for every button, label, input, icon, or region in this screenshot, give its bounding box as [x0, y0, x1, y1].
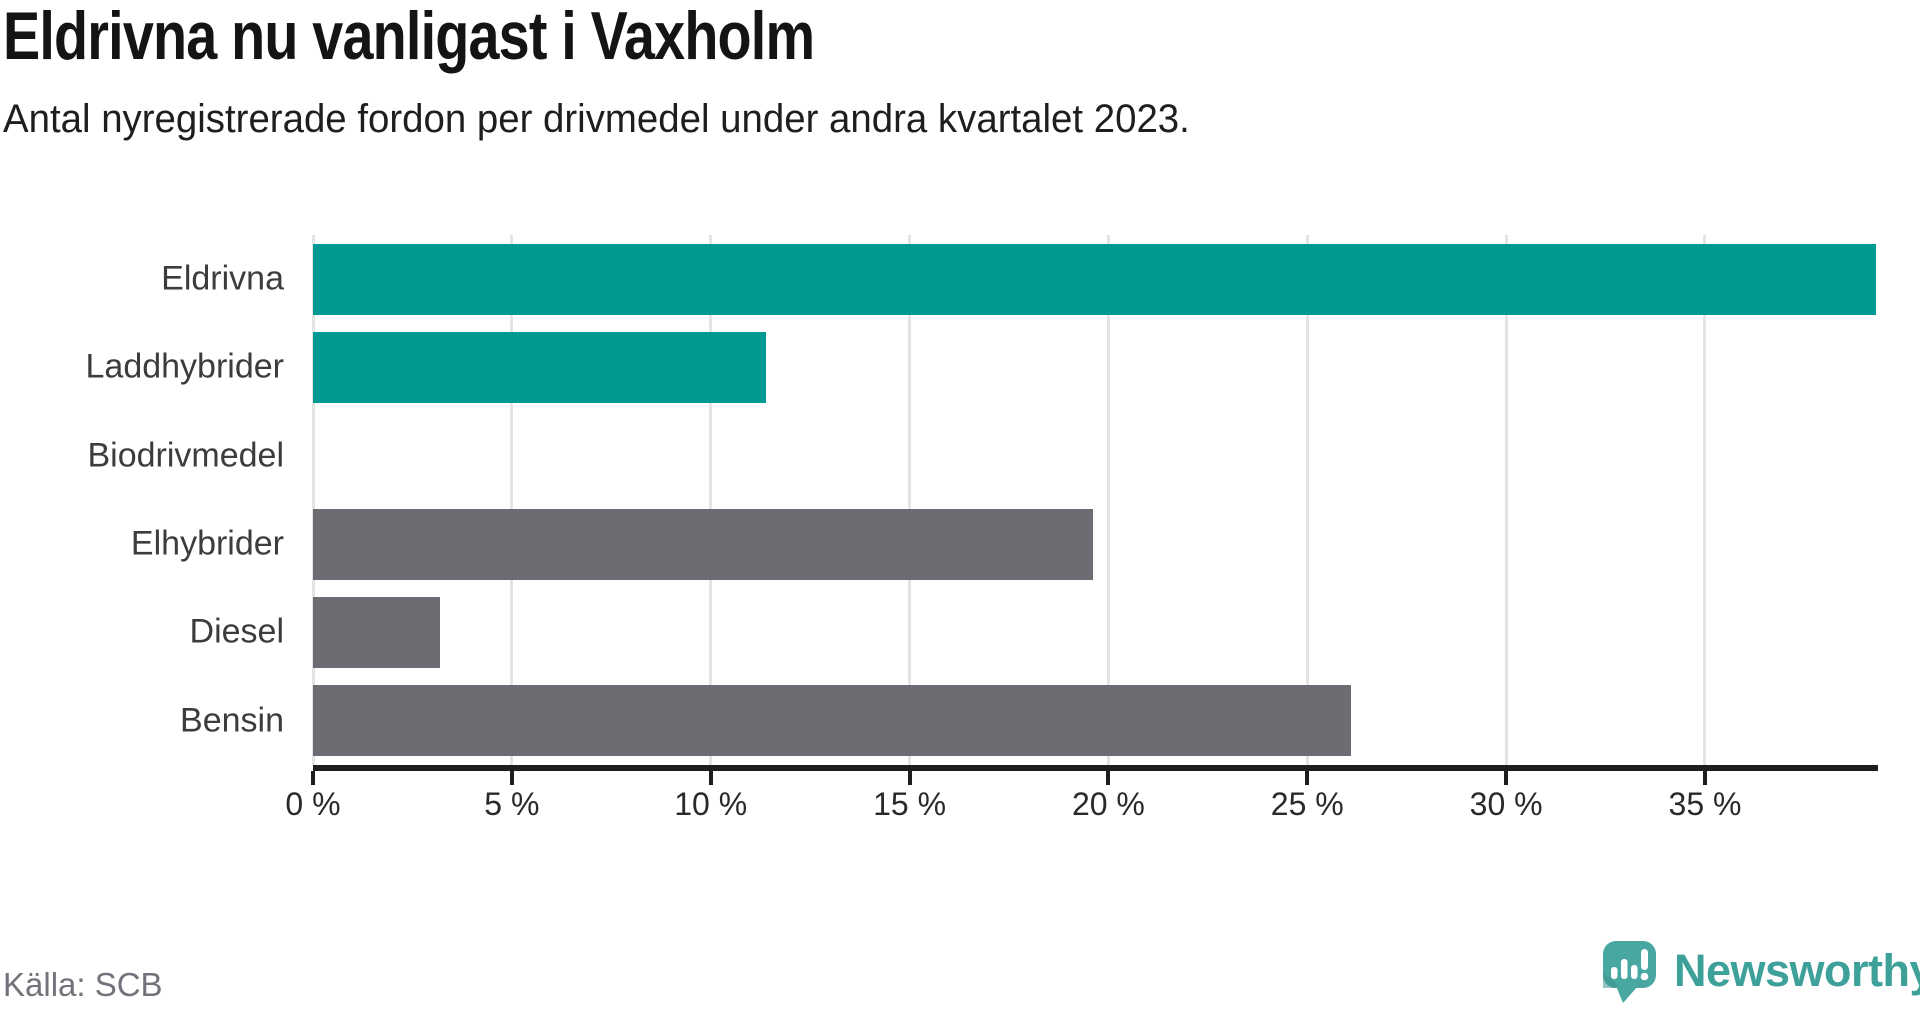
- x-axis-tick-0: [311, 771, 315, 785]
- category-label: Bensin: [180, 701, 284, 740]
- bar-row-eldrivna: Eldrivna: [0, 235, 1920, 323]
- bar-bensin: [313, 685, 1352, 757]
- bar-row-elhybrider: Elhybrider: [0, 500, 1920, 588]
- bar-row-diesel: Diesel: [0, 588, 1920, 676]
- x-axis-tick-25: [1305, 771, 1310, 785]
- x-axis-tick-label: 20 %: [1071, 786, 1145, 822]
- bar-row-biodrivmedel: Biodrivmedel: [0, 412, 1920, 500]
- plot-gridlines: [311, 235, 1876, 765]
- x-axis-tick-label: 35 %: [1668, 786, 1742, 822]
- grid-line-10: [709, 235, 713, 765]
- newsworthy-chart-bubble-icon: [1603, 941, 1656, 1003]
- x-axis-tick-label: 25 %: [1270, 786, 1344, 822]
- grid-line-15: [908, 235, 912, 765]
- bar-diesel: [313, 596, 441, 668]
- newsworthy-logo: Newsworthy: [1602, 940, 1920, 1004]
- bar-eldrivna: [313, 243, 1876, 315]
- bar-laddhybrider: [313, 331, 767, 403]
- bar-row-bensin: Bensin: [0, 677, 1920, 765]
- source-note: Källa: SCB: [3, 966, 163, 1003]
- chart-subtitle: Antal nyregistrerade fordon per drivmede…: [3, 97, 1190, 141]
- x-axis-tick-20: [1106, 771, 1111, 785]
- category-label: Diesel: [189, 612, 284, 651]
- grid-line-25: [1305, 235, 1309, 765]
- bar-row-laddhybrider: Laddhybrider: [0, 323, 1920, 411]
- x-axis-tick-label: 30 %: [1469, 786, 1543, 822]
- grid-line-20: [1106, 235, 1110, 765]
- x-axis-tick-label: 0 %: [285, 786, 341, 822]
- category-label: Eldrivna: [161, 259, 284, 298]
- category-label: Biodrivmedel: [87, 436, 284, 475]
- x-axis-tick-35: [1702, 771, 1707, 785]
- grid-line-30: [1504, 235, 1508, 765]
- chart-title: Eldrivna nu vanligast i Vaxholm: [3, 0, 815, 74]
- grid-line-35: [1703, 235, 1707, 765]
- x-axis-tick-15: [907, 771, 912, 785]
- grid-line-0: [311, 235, 315, 765]
- category-label: Elhybrider: [130, 524, 284, 563]
- x-axis-line: [313, 765, 1878, 771]
- x-axis-tick-label: 15 %: [873, 786, 947, 822]
- x-axis-tick-label: 5 %: [484, 786, 540, 822]
- bar-rows: Eldrivna Laddhybrider Biodrivmedel Elhybrid…: [0, 235, 1920, 765]
- x-axis-tick-5: [509, 771, 514, 785]
- x-axis-tick-30: [1504, 771, 1509, 785]
- grid-line-5: [510, 235, 514, 765]
- x-axis-tick-label: 10 %: [674, 786, 748, 822]
- x-axis-tick-10: [708, 771, 713, 785]
- category-label: Laddhybrider: [85, 347, 284, 386]
- newsworthy-wordmark: Newsworthy: [1674, 945, 1920, 996]
- bar-elhybrider: [313, 508, 1093, 580]
